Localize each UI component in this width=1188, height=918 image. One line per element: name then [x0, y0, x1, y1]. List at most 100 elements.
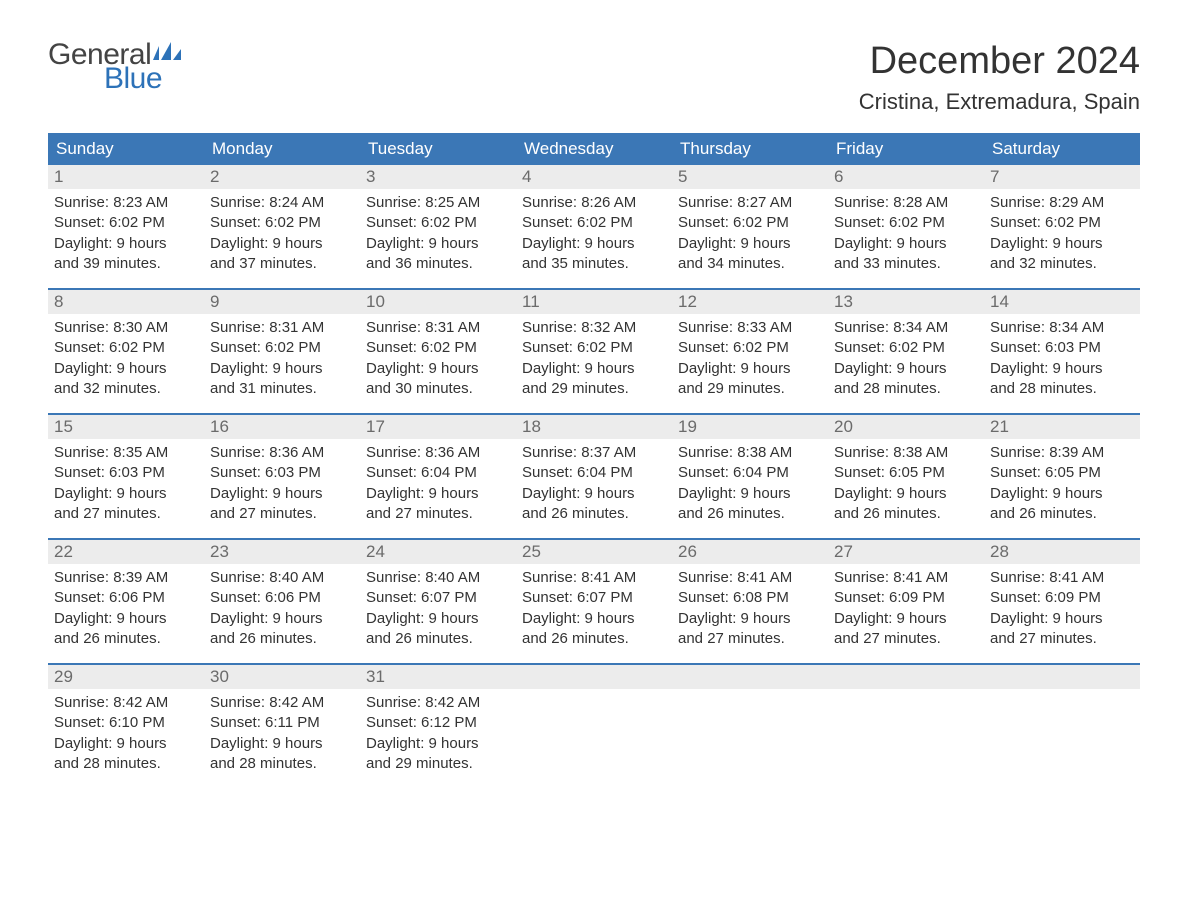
daylight-line-1: Daylight: 9 hours [834, 484, 978, 504]
sunset-line: Sunset: 6:02 PM [210, 338, 354, 358]
weekday-header: Monday [204, 133, 360, 165]
day-number-row: 13 [828, 290, 984, 314]
daylight-line-2: and 26 minutes. [366, 629, 510, 649]
day-number-row: 28 [984, 540, 1140, 564]
sunrise-line: Sunrise: 8:36 AM [366, 443, 510, 463]
calendar-day: 19 Sunrise: 8:38 AMSunset: 6:04 PMDayligh… [672, 415, 828, 538]
day-number: 16 [210, 417, 229, 436]
daylight-line-1: Daylight: 9 hours [522, 359, 666, 379]
sunrise-line: Sunrise: 8:29 AM [990, 193, 1134, 213]
sunset-line: Sunset: 6:03 PM [990, 338, 1134, 358]
day-number: 10 [366, 292, 385, 311]
day-body: Sunrise: 8:34 AMSunset: 6:03 PMDaylight:… [984, 314, 1140, 413]
sunset-line: Sunset: 6:10 PM [54, 713, 198, 733]
daylight-line-1: Daylight: 9 hours [990, 484, 1134, 504]
sunrise-line: Sunrise: 8:42 AM [54, 693, 198, 713]
day-number-row: 6 [828, 165, 984, 189]
sunrise-line: Sunrise: 8:31 AM [366, 318, 510, 338]
calendar-day: 20Sunrise: 8:38 AMSunset: 6:05 PMDayligh… [828, 415, 984, 538]
sunrise-line: Sunrise: 8:27 AM [678, 193, 822, 213]
day-number-row: 22 [48, 540, 204, 564]
day-number: 28 [990, 542, 1009, 561]
day-body: Sunrise: 8:41 AMSunset: 6:09 PMDaylight:… [828, 564, 984, 663]
day-number-row: 25 [516, 540, 672, 564]
sunrise-line: Sunrise: 8:37 AM [522, 443, 666, 463]
sunset-line: Sunset: 6:12 PM [366, 713, 510, 733]
sunrise-line: Sunrise: 8:42 AM [210, 693, 354, 713]
daylight-line-2: and 29 minutes. [366, 754, 510, 774]
sunset-line: Sunset: 6:02 PM [834, 213, 978, 233]
calendar-day: 15Sunrise: 8:35 AMSunset: 6:03 PMDayligh… [48, 415, 204, 538]
day-body: Sunrise: 8:38 AMSunset: 6:04 PMDaylight:… [672, 439, 828, 538]
day-number-row: 8 [48, 290, 204, 314]
day-number-row: 21 [984, 415, 1140, 439]
daylight-line-1: Daylight: 9 hours [54, 609, 198, 629]
day-number: 23 [210, 542, 229, 561]
daylight-line-2: and 35 minutes. [522, 254, 666, 274]
daylight-line-2: and 28 minutes. [210, 754, 354, 774]
day-body: Sunrise: 8:41 AMSunset: 6:08 PMDaylight:… [672, 564, 828, 663]
daylight-line-2: and 36 minutes. [366, 254, 510, 274]
daylight-line-1: Daylight: 9 hours [366, 609, 510, 629]
calendar-day: 11Sunrise: 8:32 AMSunset: 6:02 PMDayligh… [516, 290, 672, 413]
day-number: 20 [834, 417, 853, 436]
title-block: December 2024 Cristina, Extremadura, Spa… [859, 40, 1140, 115]
calendar-day: 21Sunrise: 8:39 AMSunset: 6:05 PMDayligh… [984, 415, 1140, 538]
sunset-line: Sunset: 6:02 PM [834, 338, 978, 358]
sunset-line: Sunset: 6:11 PM [210, 713, 354, 733]
day-number: 12 [678, 292, 697, 311]
logo-word-blue: Blue [104, 64, 181, 94]
daylight-line-1: Daylight: 9 hours [54, 234, 198, 254]
sunset-line: Sunset: 6:02 PM [990, 213, 1134, 233]
calendar-day: 28Sunrise: 8:41 AMSunset: 6:09 PMDayligh… [984, 540, 1140, 663]
calendar: SundayMondayTuesdayWednesdayThursdayFrid… [48, 133, 1140, 788]
day-number-row: 14 [984, 290, 1140, 314]
day-number: 22 [54, 542, 73, 561]
calendar-day: 17Sunrise: 8:36 AMSunset: 6:04 PMDayligh… [360, 415, 516, 538]
sunset-line: Sunset: 6:02 PM [366, 213, 510, 233]
daylight-line-1: Daylight: 9 hours [366, 734, 510, 754]
calendar-day: 12Sunrise: 8:33 AMSunset: 6:02 PMDayligh… [672, 290, 828, 413]
sunrise-line: Sunrise: 8:42 AM [366, 693, 510, 713]
daylight-line-1: Daylight: 9 hours [522, 484, 666, 504]
day-body: Sunrise: 8:34 AMSunset: 6:02 PMDaylight:… [828, 314, 984, 413]
day-body: Sunrise: 8:25 AMSunset: 6:02 PMDaylight:… [360, 189, 516, 288]
daylight-line-1: Daylight: 9 hours [990, 359, 1134, 379]
day-number: 19 [678, 417, 697, 436]
day-number: 9 [210, 292, 219, 311]
daylight-line-2: and 34 minutes. [678, 254, 822, 274]
sunrise-line: Sunrise: 8:36 AM [210, 443, 354, 463]
calendar-week: 8Sunrise: 8:30 AMSunset: 6:02 PMDaylight… [48, 288, 1140, 413]
day-body: Sunrise: 8:29 AMSunset: 6:02 PMDaylight:… [984, 189, 1140, 288]
sunset-line: Sunset: 6:09 PM [990, 588, 1134, 608]
sunset-line: Sunset: 6:02 PM [678, 213, 822, 233]
page-header: General Blue December 2024 Cristina, Ext… [48, 40, 1140, 115]
daylight-line-1: Daylight: 9 hours [366, 359, 510, 379]
calendar-day: 23 Sunrise: 8:40 AMSunset: 6:06 PMDayligh… [204, 540, 360, 663]
daylight-line-2: and 28 minutes. [54, 754, 198, 774]
day-body: Sunrise: 8:42 AMSunset: 6:11 PMDaylight:… [204, 689, 360, 788]
weekday-header: Sunday [48, 133, 204, 165]
daylight-line-1: Daylight: 9 hours [834, 359, 978, 379]
daylight-line-1: Daylight: 9 hours [678, 234, 822, 254]
sunrise-line: Sunrise: 8:33 AM [678, 318, 822, 338]
daylight-line-2: and 31 minutes. [210, 379, 354, 399]
sunrise-line: Sunrise: 8:34 AM [834, 318, 978, 338]
day-number: 25 [522, 542, 541, 561]
sunrise-line: Sunrise: 8:38 AM [678, 443, 822, 463]
day-number-row: 29 [48, 665, 204, 689]
sunrise-line: Sunrise: 8:41 AM [678, 568, 822, 588]
sunset-line: Sunset: 6:02 PM [522, 338, 666, 358]
sunrise-line: Sunrise: 8:40 AM [366, 568, 510, 588]
day-number-row: 10 [360, 290, 516, 314]
day-number-row: 26 [672, 540, 828, 564]
day-body: Sunrise: 8:40 AMSunset: 6:06 PMDaylight:… [204, 564, 360, 663]
day-number: 13 [834, 292, 853, 311]
day-body: Sunrise: 8:27 AMSunset: 6:02 PMDaylight:… [672, 189, 828, 288]
sunset-line: Sunset: 6:05 PM [990, 463, 1134, 483]
day-number-row: 3 [360, 165, 516, 189]
calendar-day [828, 665, 984, 788]
calendar-day: 5Sunrise: 8:27 AMSunset: 6:02 PMDaylight… [672, 165, 828, 288]
calendar-day: 18Sunrise: 8:37 AMSunset: 6:04 PMDayligh… [516, 415, 672, 538]
daylight-line-1: Daylight: 9 hours [834, 609, 978, 629]
